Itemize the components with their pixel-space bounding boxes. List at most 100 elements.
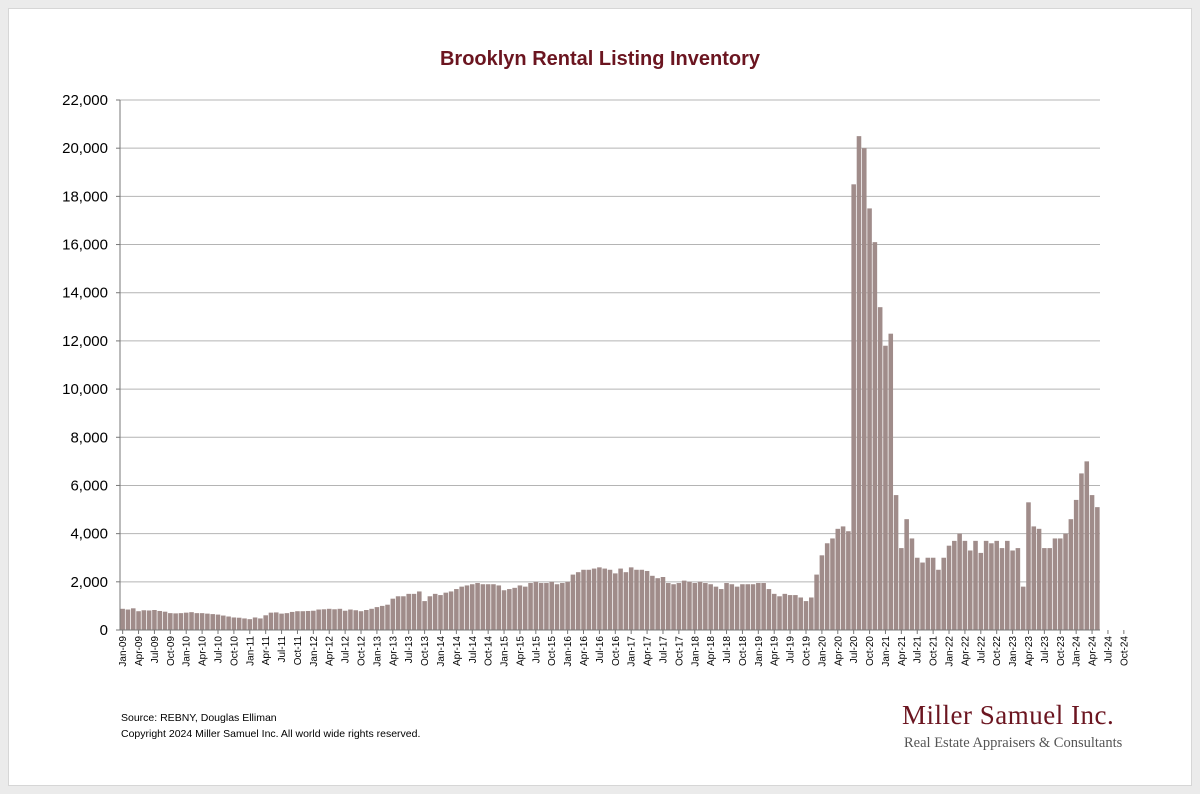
bar [766, 589, 772, 630]
bar [952, 540, 957, 630]
bar [199, 613, 205, 630]
x-tick-label: Jan-17 [627, 636, 638, 667]
x-tick-label: Oct-19 [802, 636, 813, 666]
bar [777, 596, 782, 630]
bar [560, 583, 565, 630]
bar [300, 611, 306, 630]
bar [697, 581, 703, 630]
x-tick-label: Oct-13 [420, 636, 431, 666]
bar [485, 584, 491, 630]
bar [729, 584, 735, 630]
bar [1068, 519, 1074, 630]
x-tick-label: Jan-10 [182, 636, 193, 667]
bar [475, 583, 480, 630]
bar [258, 618, 263, 630]
bar [448, 591, 454, 630]
bar [178, 613, 184, 630]
bar [1031, 526, 1037, 630]
bar [756, 583, 761, 630]
x-tick-label: Jul-20 [849, 636, 860, 664]
bar [464, 585, 470, 630]
x-tick-label: Oct-23 [1056, 636, 1067, 666]
x-tick-label: Oct-15 [547, 636, 558, 666]
bar [522, 586, 528, 630]
bar [1079, 473, 1084, 630]
x-tick-label: Jan-12 [309, 636, 320, 667]
x-tick-label: Apr-24 [1088, 636, 1099, 666]
bar [162, 611, 168, 630]
bar [867, 208, 872, 630]
bar [581, 569, 586, 630]
bar [295, 611, 300, 630]
bar [273, 612, 279, 630]
bar [364, 610, 369, 630]
bar [125, 609, 131, 630]
bar [342, 610, 348, 630]
x-axis: Jan-09 Apr-09 Jul-09 Oct-09 Jan-10 Apr-10 Jul-… [118, 629, 1130, 667]
bar [856, 136, 862, 630]
x-tick-label: Jan-09 [118, 636, 129, 667]
bar [787, 595, 793, 630]
bar [369, 608, 374, 630]
source-note: Source: REBNY, Douglas Elliman [121, 712, 277, 724]
bar [740, 584, 745, 630]
bar [644, 570, 650, 630]
bar [263, 615, 268, 630]
bar [761, 583, 766, 630]
x-tick-label: Apr-09 [134, 636, 145, 666]
x-tick-label: Jan-13 [372, 636, 383, 667]
bar [999, 548, 1005, 630]
bar [565, 581, 570, 630]
grid-lines [120, 99, 1100, 583]
bar [284, 613, 290, 630]
bar [1015, 548, 1021, 630]
bar [1052, 538, 1058, 630]
x-tick-label: Apr-12 [325, 636, 336, 666]
bar [782, 593, 788, 630]
chart-frame [8, 8, 1192, 786]
bar [618, 568, 623, 630]
bar [607, 569, 613, 630]
bar [930, 557, 936, 630]
bar [221, 615, 226, 630]
x-tick-label: Jul-19 [786, 636, 797, 664]
bar [438, 595, 443, 630]
bar [501, 590, 507, 630]
bar [586, 569, 592, 630]
x-tick-label: Jan-21 [881, 636, 892, 667]
bar [512, 587, 517, 630]
bar [718, 589, 724, 630]
bar [989, 543, 994, 630]
bar [835, 528, 841, 630]
bar [353, 610, 359, 630]
bar [311, 610, 316, 630]
bar [215, 614, 221, 630]
bar [226, 616, 231, 630]
bar [570, 574, 576, 630]
x-tick-label: Apr-14 [452, 636, 463, 666]
x-tick-label: Apr-15 [515, 636, 526, 666]
bar [1063, 533, 1068, 630]
company-logo: Miller Samuel Inc. [902, 700, 1115, 730]
bar [602, 568, 607, 630]
x-tick-label: Jan-23 [1008, 636, 1019, 667]
bar [411, 593, 417, 630]
bar [745, 584, 751, 630]
x-tick-label: Jul-14 [468, 636, 479, 664]
bar [1073, 499, 1079, 630]
bar [130, 608, 136, 630]
bar [538, 583, 544, 630]
x-tick-label: Jul-09 [150, 636, 161, 664]
bar [628, 567, 634, 630]
y-tick-label: 18,000 [62, 188, 108, 205]
x-tick-label: Oct-14 [484, 636, 495, 666]
bar [173, 613, 178, 630]
bar [936, 569, 941, 630]
bar [236, 617, 242, 630]
bar [613, 573, 618, 630]
bar [395, 596, 401, 630]
bar [676, 583, 682, 630]
bar [904, 519, 909, 630]
bar [888, 333, 894, 630]
